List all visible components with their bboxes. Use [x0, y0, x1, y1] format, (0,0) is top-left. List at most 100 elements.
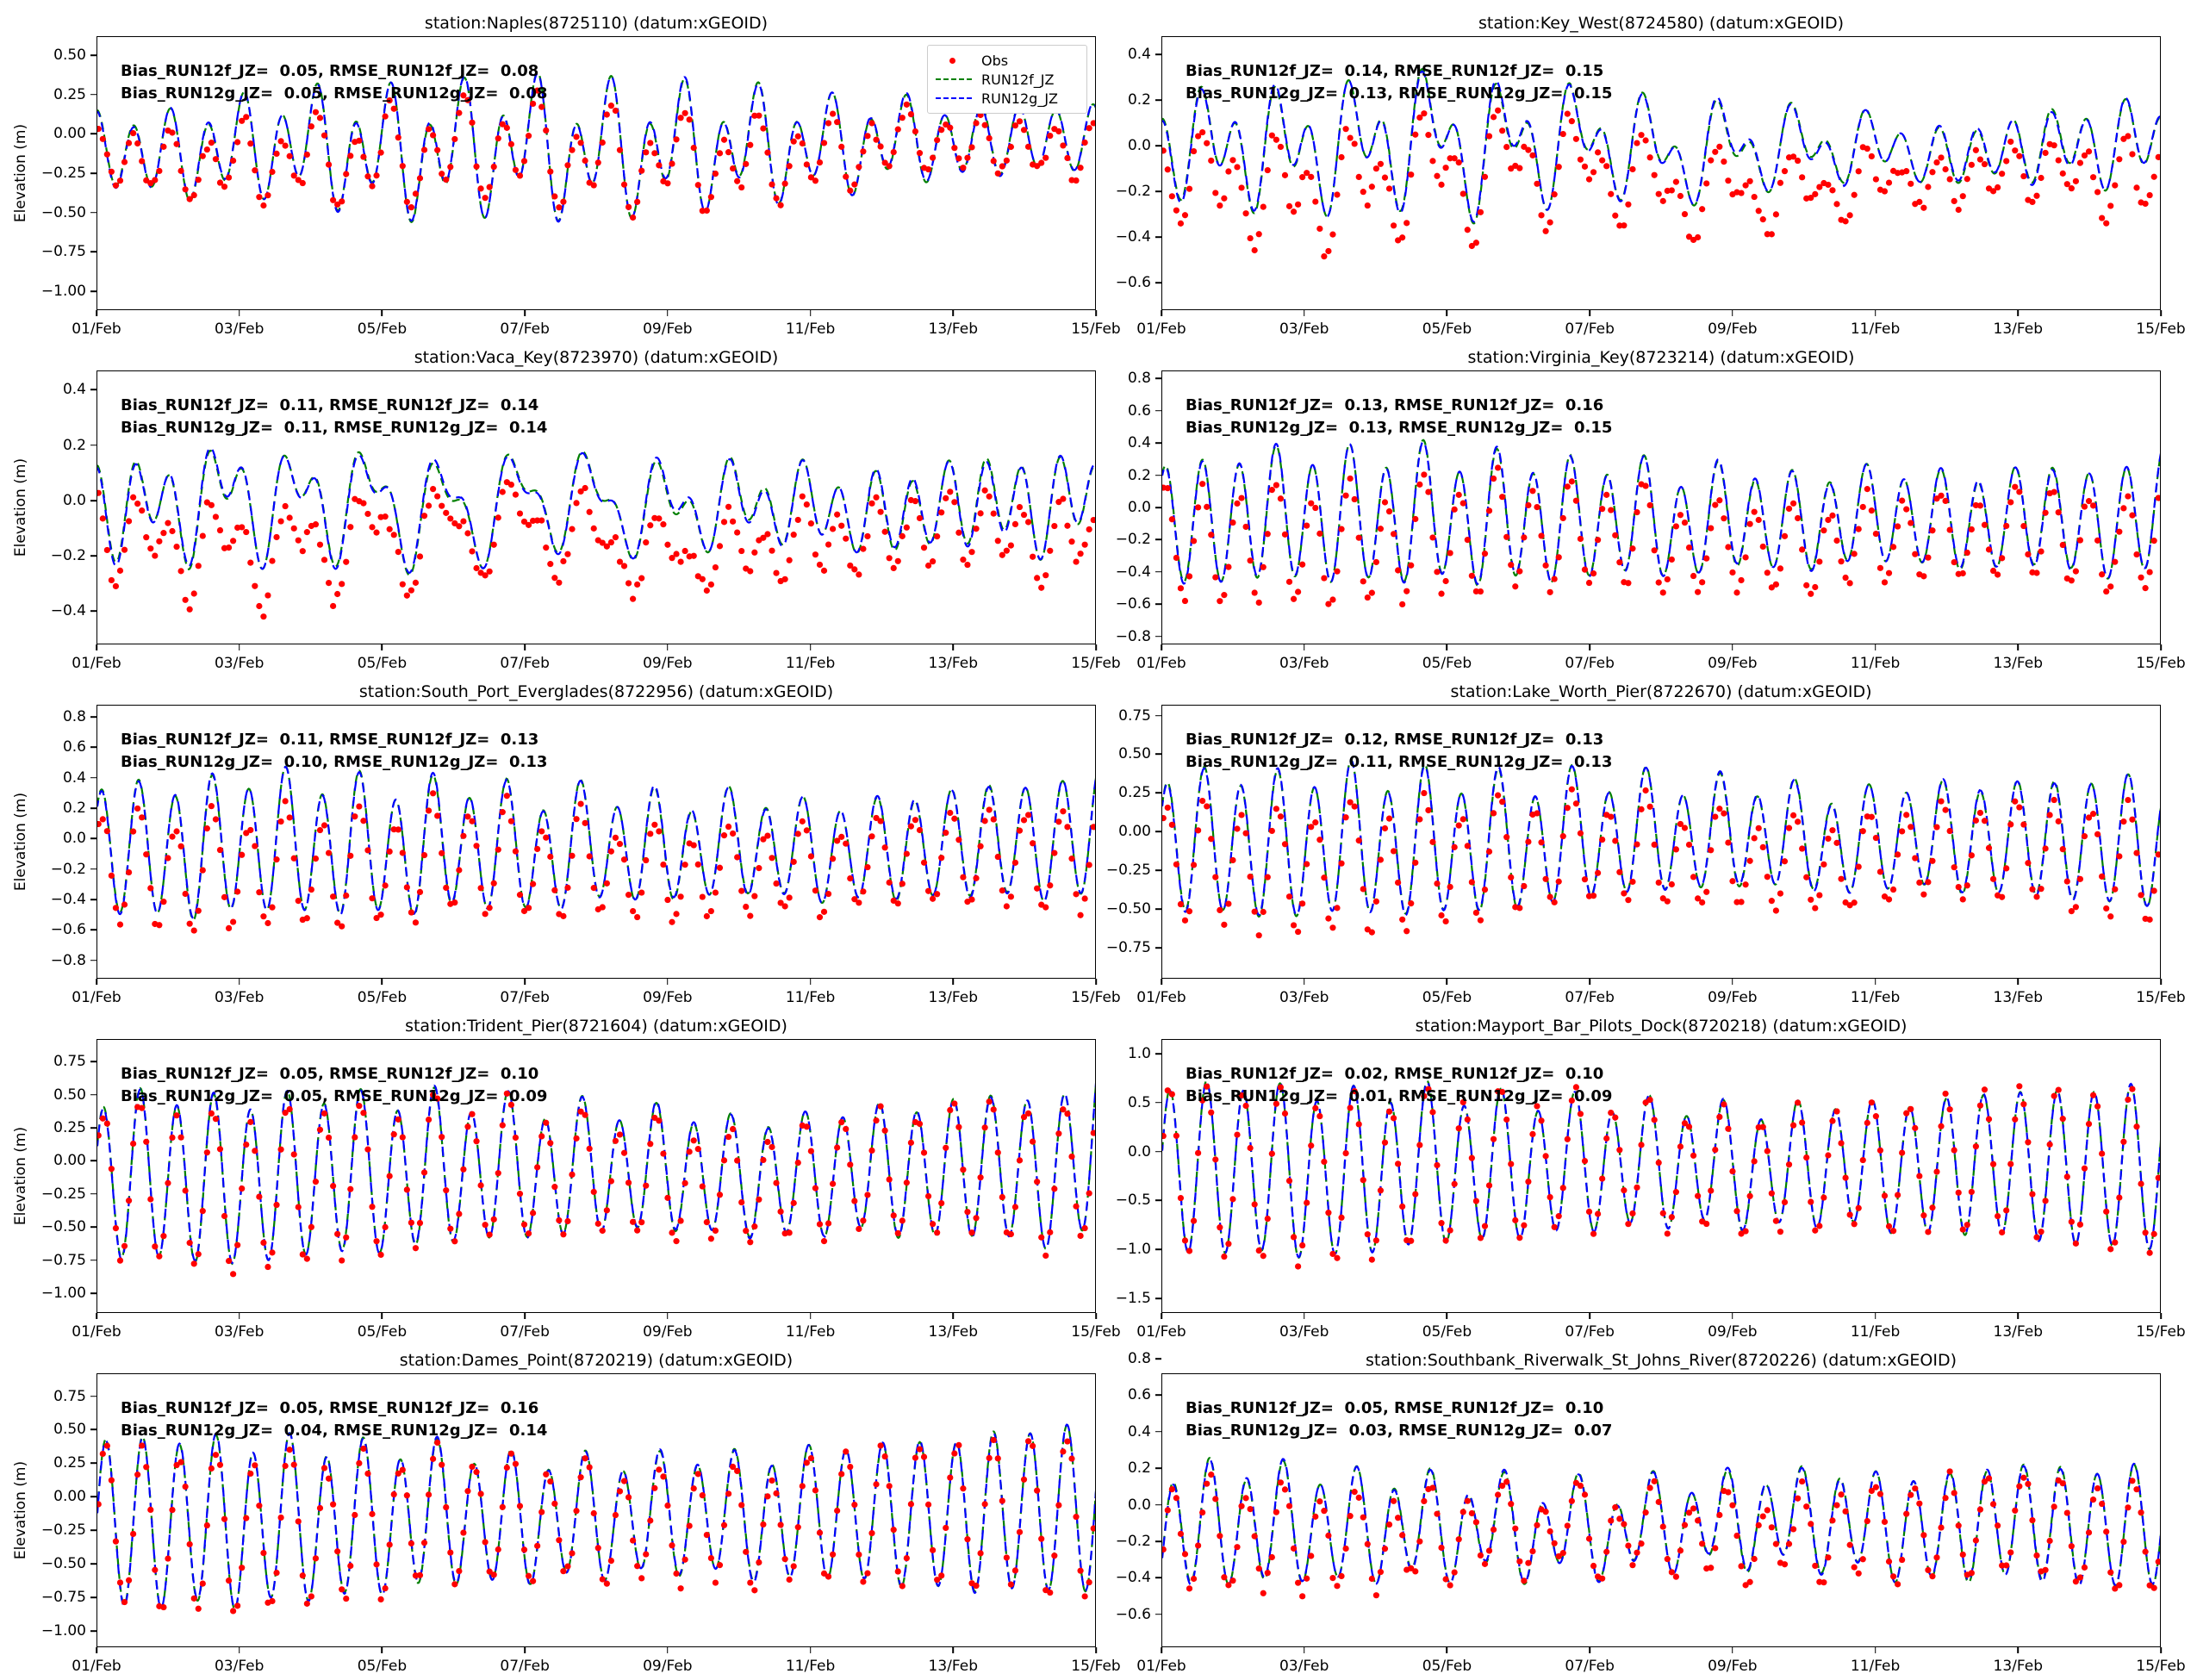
- x-tick-label: 01/Feb: [1136, 989, 1186, 1006]
- stats-line-run12f: Bias_RUN12f_JZ= 0.05, RMSE_RUN12f_JZ= 0.…: [1186, 1399, 1604, 1417]
- x-tick-mark: [1589, 1647, 1590, 1653]
- series-canvas: [1162, 759, 2160, 939]
- x-tick-label: 01/Feb: [72, 1658, 121, 1675]
- x-tick-mark: [809, 1313, 812, 1319]
- x-tick-mark: [1446, 979, 1448, 985]
- y-tick-label: −0.6: [50, 921, 86, 939]
- x-tick-label: 13/Feb: [928, 1658, 979, 1675]
- stats-annotation: Bias_RUN12f_JZ= 0.11, RMSE_RUN12f_JZ= 0.…: [121, 729, 547, 774]
- x-tick-mark: [1161, 644, 1162, 650]
- x-tick-label: 01/Feb: [1136, 1658, 1186, 1675]
- series-run12g: [97, 765, 1095, 919]
- x-tick-mark: [952, 1313, 955, 1319]
- y-tick-label: 0.75: [53, 1387, 86, 1405]
- x-tick-label: 07/Feb: [500, 989, 550, 1006]
- x-tick-mark: [667, 1647, 669, 1653]
- y-tick-label: 0.8: [1127, 370, 1151, 388]
- x-tick-label: 13/Feb: [928, 989, 979, 1006]
- series-obs: [1162, 1468, 2160, 1600]
- x-tick-mark: [2160, 310, 2162, 316]
- x-tick-mark: [667, 644, 669, 650]
- subplot-title: station:Vaca_Key(8723970) (datum:xGEOID): [414, 348, 779, 367]
- y-tick-mark: [90, 1596, 96, 1599]
- stats-annotation: Bias_RUN12f_JZ= 0.05, RMSE_RUN12f_JZ= 0.…: [1186, 1397, 1612, 1442]
- y-tick-mark: [1155, 1394, 1161, 1397]
- x-tick-label: 03/Feb: [1279, 1323, 1329, 1341]
- x-tick-mark: [1874, 310, 1876, 316]
- stats-line-run12g: Bias_RUN12g_JZ= 0.10, RMSE_RUN12g_JZ= 0.…: [121, 753, 548, 772]
- stats-annotation: Bias_RUN12f_JZ= 0.02, RMSE_RUN12f_JZ= 0.…: [1186, 1063, 1612, 1108]
- y-tick-mark: [1155, 1150, 1161, 1153]
- y-tick-mark: [1155, 1358, 1161, 1360]
- y-tick-mark: [1155, 145, 1161, 146]
- subplot-title: station:Dames_Point(8720219) (datum:xGEO…: [399, 1351, 794, 1370]
- series-run12g: [97, 446, 1095, 575]
- x-tick-mark: [2017, 979, 2020, 985]
- x-tick-label: 15/Feb: [2136, 655, 2186, 672]
- subplot-title: station:Key_West(8724580) (datum:xGEOID): [1478, 14, 1845, 33]
- y-tick-label: 0.6: [1127, 1386, 1151, 1404]
- y-tick-label: 0.2: [62, 436, 86, 454]
- stats-annotation: Bias_RUN12f_JZ= 0.13, RMSE_RUN12f_JZ= 0.…: [1186, 395, 1612, 439]
- x-tick-mark: [96, 644, 97, 650]
- y-tick-mark: [90, 500, 96, 501]
- y-tick-label: −0.50: [1105, 900, 1151, 918]
- x-tick-label: 05/Feb: [1422, 1323, 1472, 1341]
- y-tick-label: 0.6: [62, 738, 86, 756]
- y-tick-label: 0.00: [53, 1488, 86, 1506]
- legend-item-obs[interactable]: Obs: [935, 51, 1078, 70]
- x-tick-mark: [2160, 644, 2162, 650]
- x-tick-label: 15/Feb: [1071, 1323, 1121, 1341]
- stats-annotation: Bias_RUN12f_JZ= 0.12, RMSE_RUN12f_JZ= 0.…: [1186, 729, 1612, 774]
- y-tick-label: 0.25: [1118, 784, 1151, 802]
- x-tick-mark: [96, 310, 97, 316]
- legend-item-run12f-jz[interactable]: RUN12f_JZ: [935, 70, 1078, 89]
- x-tick-mark: [1095, 644, 1097, 650]
- x-tick-label: 03/Feb: [214, 1323, 265, 1341]
- y-tick-mark: [1155, 53, 1161, 55]
- x-tick-mark: [381, 1313, 383, 1319]
- x-tick-mark: [1161, 1313, 1162, 1319]
- x-tick-label: 11/Feb: [785, 1658, 836, 1675]
- stats-line-run12g: Bias_RUN12g_JZ= 0.13, RMSE_RUN12g_JZ= 0.…: [1186, 419, 1613, 438]
- stats-line-run12f: Bias_RUN12f_JZ= 0.05, RMSE_RUN12f_JZ= 0.…: [121, 1399, 539, 1417]
- y-tick-mark: [90, 1395, 96, 1397]
- y-tick-label: 0.25: [53, 85, 86, 103]
- x-tick-label: 05/Feb: [357, 1658, 408, 1675]
- x-tick-mark: [1446, 644, 1448, 650]
- y-tick-mark: [90, 1496, 96, 1498]
- x-tick-label: 09/Feb: [643, 1658, 693, 1675]
- x-tick-label: 07/Feb: [1565, 655, 1615, 672]
- y-tick-label: −0.25: [40, 1185, 86, 1203]
- x-tick-mark: [238, 310, 240, 316]
- y-tick-label: 0.8: [1127, 1350, 1151, 1368]
- x-tick-mark: [524, 644, 526, 650]
- y-tick-mark: [1155, 1540, 1161, 1542]
- y-tick-label: −0.4: [50, 602, 86, 620]
- legend-item-run12g-jz[interactable]: RUN12g_JZ: [935, 89, 1078, 108]
- series-run12g: [1162, 1458, 2160, 1587]
- x-tick-label: 01/Feb: [72, 989, 121, 1006]
- x-tick-mark: [809, 644, 812, 650]
- x-tick-mark: [1303, 1313, 1305, 1319]
- y-tick-label: 0.50: [53, 46, 86, 64]
- y-tick-label: −0.25: [40, 165, 86, 182]
- x-tick-mark: [1732, 310, 1733, 316]
- x-tick-label: 01/Feb: [72, 1323, 121, 1341]
- y-tick-mark: [1155, 1053, 1161, 1055]
- x-tick-mark: [238, 1313, 240, 1319]
- y-tick-label: 0.50: [1118, 745, 1151, 763]
- series-obs: [97, 87, 1095, 221]
- series-obs: [1162, 464, 2160, 608]
- y-tick-mark: [1155, 869, 1161, 872]
- y-tick-mark: [1155, 714, 1161, 717]
- x-tick-label: 15/Feb: [1071, 1658, 1121, 1675]
- x-tick-mark: [1874, 1313, 1876, 1319]
- plot-area: [1161, 1039, 2161, 1313]
- x-tick-mark: [381, 310, 383, 316]
- x-tick-label: 15/Feb: [2136, 1323, 2186, 1341]
